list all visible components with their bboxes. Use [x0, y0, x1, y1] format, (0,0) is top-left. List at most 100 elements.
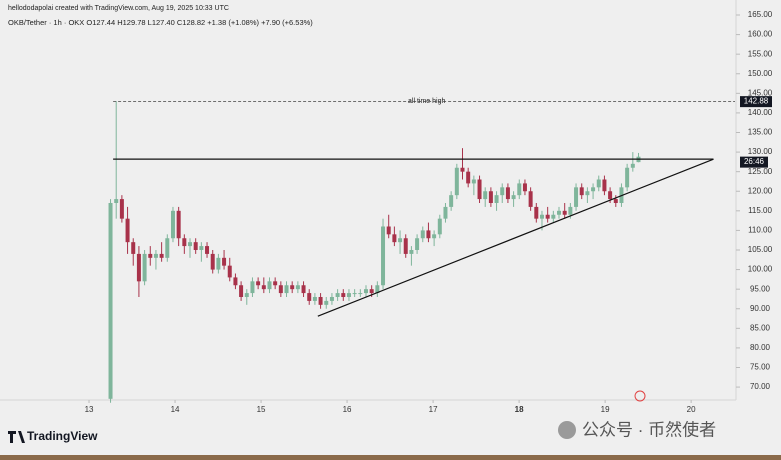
- candle-body: [114, 199, 119, 203]
- candle-body: [324, 300, 329, 305]
- logo: TradingView: [27, 429, 98, 443]
- candle-body: [500, 187, 505, 196]
- y-tick-label: 110.00: [748, 226, 772, 235]
- candle-body: [557, 210, 562, 215]
- candle-body: [233, 277, 238, 286]
- candle-body: [307, 293, 312, 301]
- candle-body: [131, 242, 136, 254]
- y-tick-label: 125.00: [748, 167, 773, 176]
- candle-body: [494, 195, 499, 203]
- candle-body: [210, 253, 215, 270]
- candle-body: [136, 253, 141, 282]
- candle-body: [375, 285, 380, 294]
- annotation: all time high: [408, 98, 445, 105]
- x-tick-label: 16: [343, 405, 352, 414]
- x-tick-label: 17: [429, 405, 438, 414]
- candle-body: [148, 253, 153, 258]
- candle-body: [256, 281, 261, 286]
- candle-body: [432, 234, 437, 239]
- countdown-box: [740, 156, 768, 168]
- y-tick-label: 135.00: [748, 128, 773, 137]
- candle-body: [505, 187, 510, 200]
- candle-body: [341, 293, 346, 297]
- y-tick-label: 90.00: [750, 304, 771, 313]
- candle-body: [363, 289, 368, 294]
- candle-body: [449, 195, 454, 207]
- logo-group: TradingView: [8, 429, 98, 443]
- candle-body: [630, 163, 635, 168]
- candle-body: [381, 226, 386, 286]
- candle-body: [392, 234, 397, 243]
- candle-body: [329, 296, 334, 301]
- candle-body: [437, 218, 442, 235]
- candle-body: [290, 285, 295, 290]
- y-tick-label: 75.00: [750, 363, 771, 372]
- y-tick-label: 100.00: [748, 265, 773, 274]
- candle-body: [244, 293, 249, 297]
- candle-body: [426, 230, 431, 239]
- logo-mark: [8, 431, 25, 443]
- wechat-icon: [558, 421, 576, 439]
- y-tick-label: 130.00: [748, 147, 773, 156]
- candle-body: [517, 183, 522, 196]
- candle-body: [159, 253, 164, 258]
- x-tick-label: 13: [85, 405, 94, 414]
- y-tick-label: 120.00: [748, 186, 773, 195]
- candle-body: [335, 293, 340, 297]
- candle-body: [483, 191, 488, 200]
- y-tick-label: 140.00: [748, 108, 773, 117]
- y-tick-label: 160.00: [748, 30, 773, 39]
- candle-body: [227, 265, 232, 278]
- candle-body: [261, 285, 266, 290]
- candle-body: [539, 214, 544, 219]
- candle-body: [591, 187, 596, 192]
- candle-body: [108, 202, 113, 399]
- ath-price-label: 142.88: [744, 97, 769, 106]
- candle-body: [613, 199, 618, 203]
- candle-body: [403, 238, 408, 254]
- candle-body: [585, 191, 590, 196]
- y-tick-label: 115.00: [748, 206, 772, 215]
- ath-price-box: [740, 96, 772, 108]
- candle-body: [420, 230, 425, 239]
- candle-body: [579, 187, 584, 196]
- x-tick-label: 18: [515, 405, 524, 414]
- candle-body: [511, 195, 516, 200]
- candle-body: [574, 187, 579, 207]
- candle-body: [216, 257, 221, 270]
- candle-body: [369, 289, 374, 294]
- candle-body: [358, 293, 363, 295]
- candle-body: [602, 179, 607, 192]
- candle-body: [153, 253, 158, 258]
- candle-body: [188, 242, 193, 247]
- candle-body: [466, 171, 471, 184]
- candle-body: [443, 206, 448, 219]
- candle-body: [239, 285, 244, 297]
- support-line: [317, 158, 714, 317]
- x-tick-label: 15: [257, 405, 266, 414]
- y-tick-label: 85.00: [750, 323, 771, 332]
- candle-body: [528, 191, 533, 207]
- candle-body: [222, 257, 227, 266]
- y-tick-label: 155.00: [748, 49, 773, 58]
- candle-body: [545, 214, 550, 219]
- candle-body: [460, 167, 465, 172]
- candle-body: [454, 167, 459, 196]
- x-tick-label: 14: [171, 405, 180, 414]
- candle-body: [273, 281, 278, 286]
- candle-body: [625, 167, 630, 188]
- candle-body: [199, 246, 204, 250]
- candle-body: [312, 296, 317, 301]
- watermark: 公众号 · 币然使者: [582, 419, 716, 439]
- candle-body: [267, 281, 272, 290]
- candle-body: [284, 285, 289, 294]
- candle-body: [352, 293, 357, 295]
- candle-body: [534, 206, 539, 219]
- countdown: 26:46: [744, 157, 765, 166]
- candle-body: [250, 281, 255, 294]
- candle-body: [386, 226, 391, 235]
- lightning-icon: [634, 390, 646, 402]
- y-tick-label: 165.00: [748, 10, 773, 19]
- candle-body: [608, 191, 613, 200]
